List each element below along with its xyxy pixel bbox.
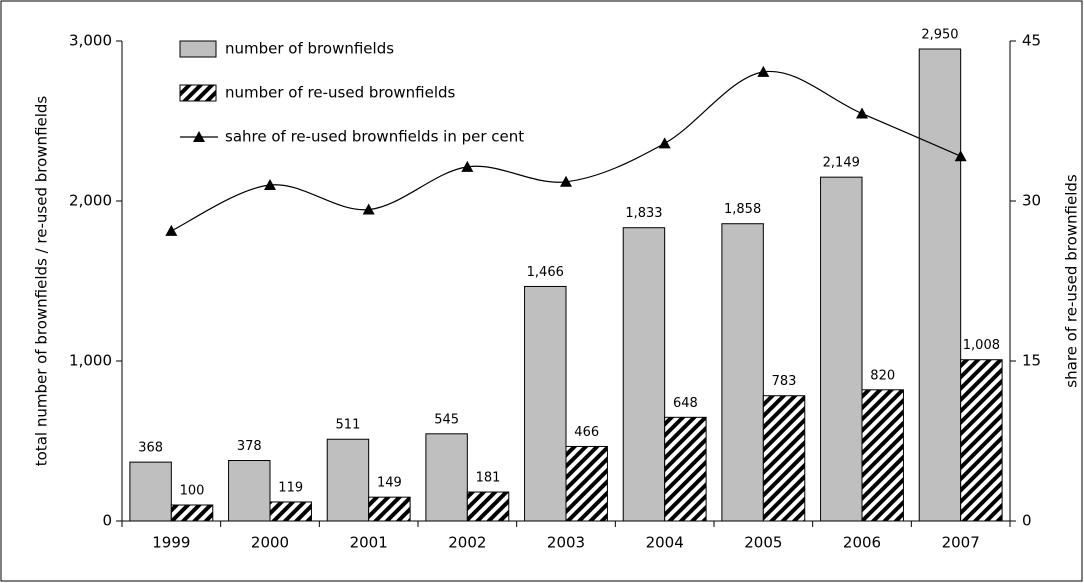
x-tick-label: 2000: [251, 534, 289, 552]
x-tick-label: 2005: [744, 534, 782, 552]
value-label: 119: [278, 480, 303, 495]
bar: [918, 48, 962, 522]
y2-axis-title: share of re-used brownfields: [1063, 174, 1081, 388]
y2-tick-label: 30: [1022, 192, 1041, 210]
x-tick-label: 1999: [152, 534, 190, 552]
value-label: 1,008: [963, 338, 1000, 353]
legend-label: sahre of re-used brownfields in per cent: [225, 128, 524, 146]
value-label: 1,466: [527, 265, 564, 280]
value-label: 2,149: [823, 156, 860, 171]
bar: [820, 176, 863, 522]
bar: [524, 285, 567, 522]
value-label: 545: [434, 412, 459, 427]
marker: [954, 150, 967, 162]
bar: [664, 416, 707, 522]
marker: [264, 179, 276, 190]
y2-tick-label: 15: [1022, 352, 1041, 370]
value-label: 783: [772, 374, 797, 389]
y-axis-title: total number of brownfields / re-used br…: [33, 96, 51, 467]
value-label: 368: [138, 441, 163, 456]
value-label: 181: [476, 471, 501, 486]
marker: [856, 107, 868, 119]
y2-tick-label: 45: [1022, 32, 1041, 50]
y-tick-label: 1,000: [69, 352, 112, 370]
marker: [658, 137, 671, 149]
value-label: 2,950: [921, 28, 958, 43]
x-tick-label: 2001: [350, 534, 388, 552]
value-label: 1,833: [625, 206, 662, 221]
x-tick-label: 2004: [646, 534, 684, 552]
value-label: 820: [870, 368, 895, 383]
bar: [622, 227, 666, 522]
bar: [425, 433, 468, 522]
bar: [565, 445, 608, 522]
legend-marker: [193, 131, 205, 142]
legend-swatch: [179, 40, 217, 58]
x-tick-label: 2003: [547, 534, 585, 552]
bar: [861, 389, 904, 522]
value-label: 149: [377, 476, 402, 491]
x-tick-label: 2006: [843, 534, 881, 552]
bar: [269, 501, 312, 522]
x-tick-label: 2002: [448, 534, 486, 552]
value-label: 378: [237, 439, 262, 454]
bar: [721, 223, 764, 522]
bar: [466, 491, 510, 522]
marker: [165, 224, 178, 236]
y-tick-label: 2,000: [69, 192, 112, 210]
bar: [762, 395, 806, 522]
y-tick-label: 0: [102, 512, 112, 530]
bar: [368, 496, 411, 522]
x-tick-label: 2007: [942, 534, 980, 552]
bar: [960, 359, 1003, 522]
value-label: 100: [180, 484, 205, 499]
value-label: 1,858: [724, 202, 761, 217]
value-label: 466: [574, 425, 599, 440]
marker: [362, 203, 375, 215]
value-label: 648: [673, 396, 698, 411]
y-tick-label: 3,000: [69, 32, 112, 50]
y2-tick-label: 0: [1022, 512, 1032, 530]
bar: [170, 504, 214, 522]
marker: [461, 160, 474, 172]
marker: [757, 65, 770, 77]
bar: [326, 438, 370, 522]
value-label: 511: [336, 418, 361, 433]
bar: [228, 460, 271, 522]
legend-swatch: [179, 84, 217, 102]
legend-label: number of brownfields: [225, 40, 394, 58]
marker: [560, 175, 572, 187]
bar: [129, 461, 172, 522]
legend-label: number of re-used brownfields: [225, 84, 456, 102]
